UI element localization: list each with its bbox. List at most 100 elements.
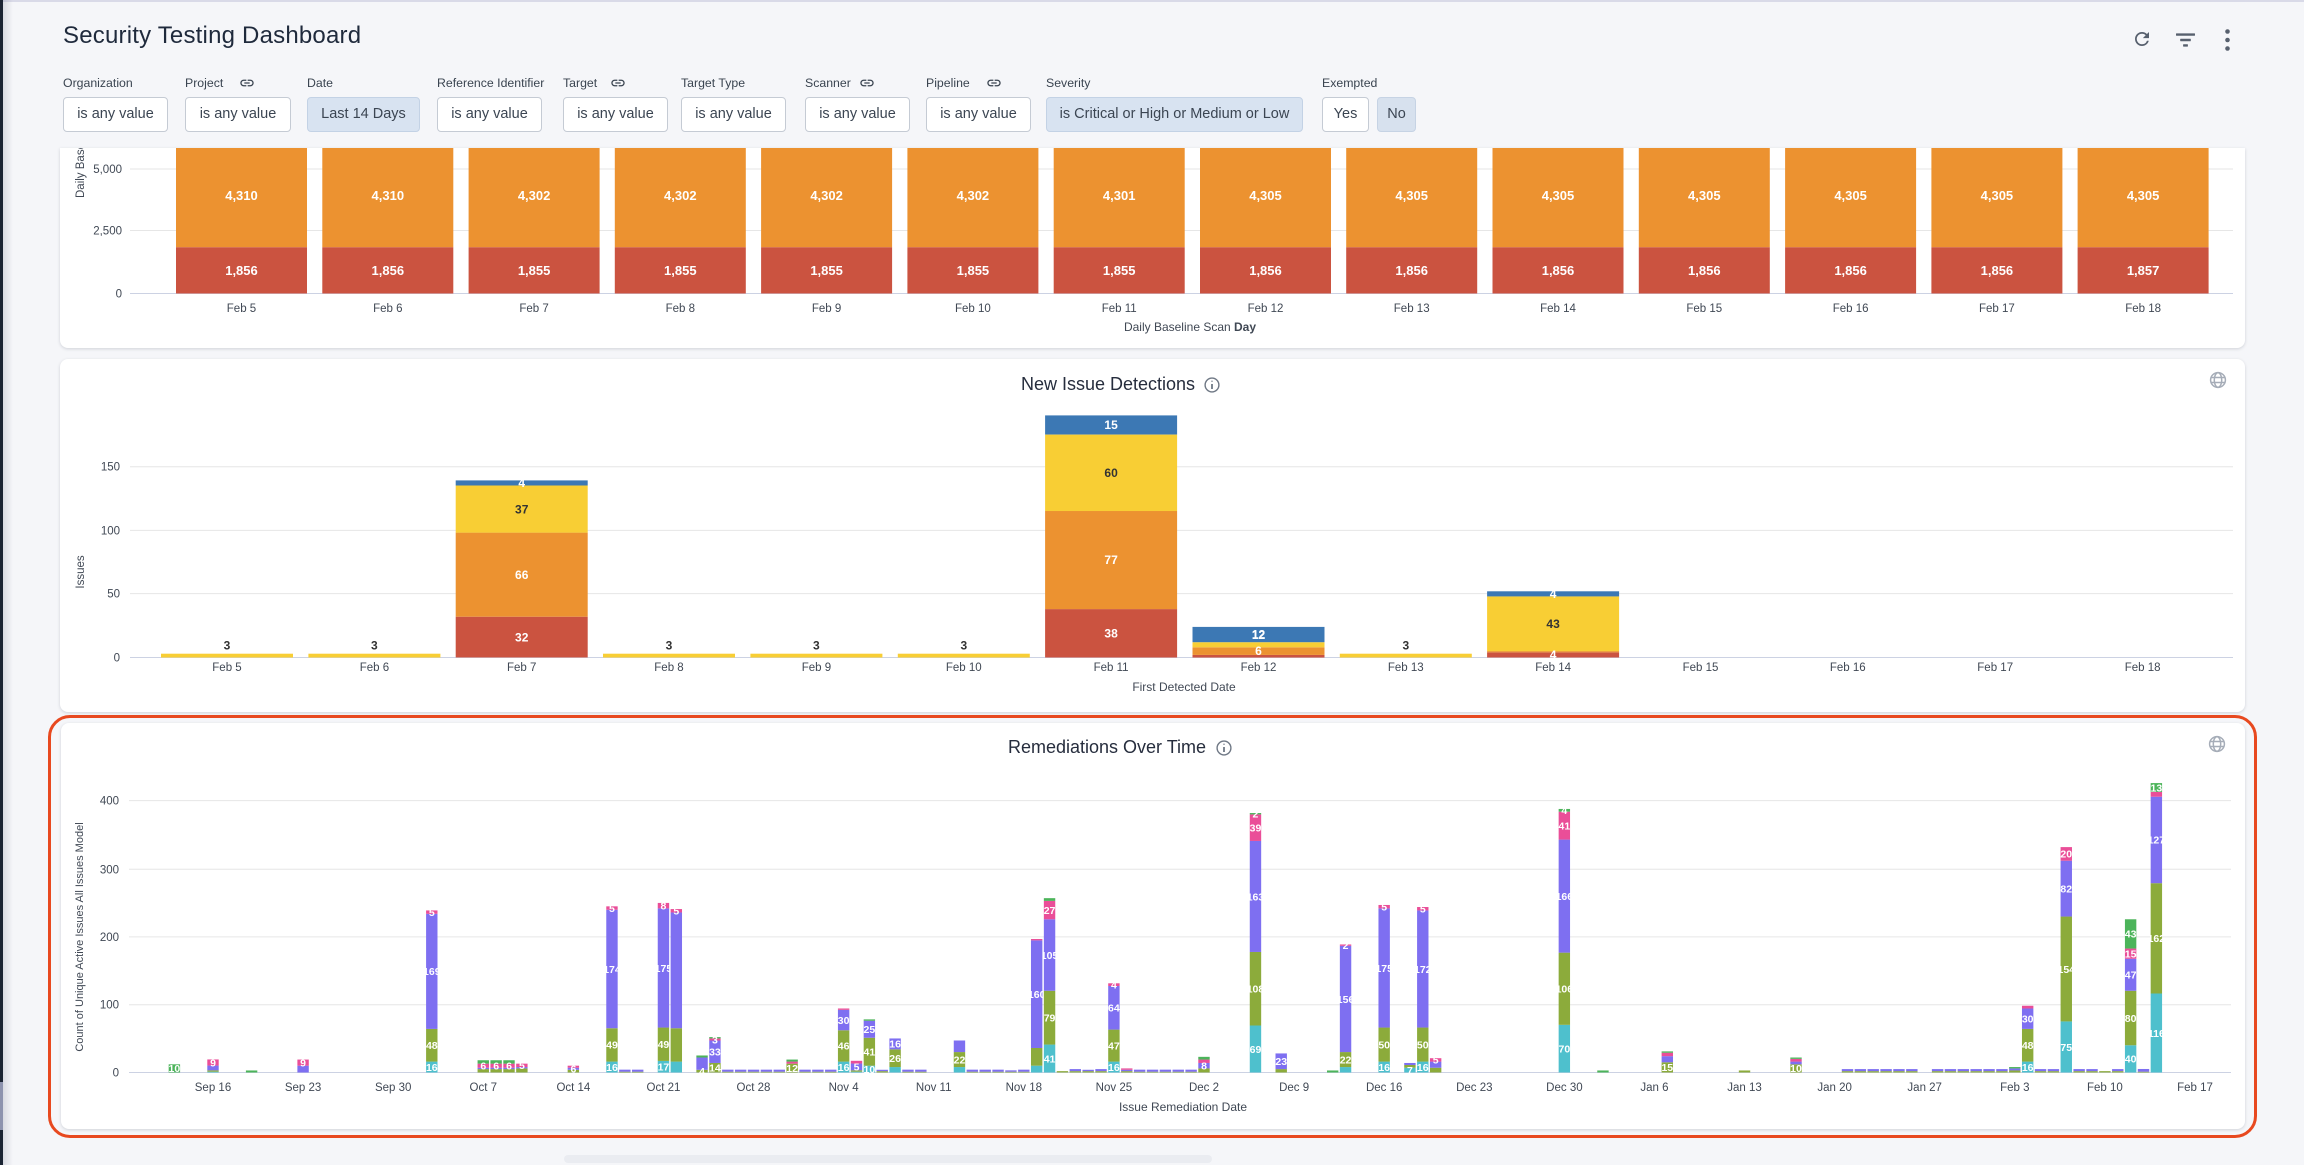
svg-text:13: 13 [2151,782,2163,794]
svg-text:5: 5 [854,1062,860,1074]
svg-text:4: 4 [518,476,525,490]
svg-text:8: 8 [661,900,667,912]
svg-text:0: 0 [116,289,122,301]
svg-text:116: 116 [2148,1028,2165,1040]
svg-text:0: 0 [114,653,120,665]
svg-text:4: 4 [1111,979,1117,991]
svg-text:1,855: 1,855 [518,263,551,278]
svg-text:7: 7 [1407,1065,1413,1077]
svg-text:4: 4 [1550,648,1557,662]
svg-text:1,856: 1,856 [225,263,258,278]
svg-text:200: 200 [100,932,119,944]
svg-text:16: 16 [426,1062,438,1074]
svg-text:10: 10 [864,1064,876,1076]
svg-text:Feb 18: Feb 18 [2125,662,2161,674]
svg-text:1,856: 1,856 [1542,263,1575,278]
svg-text:38: 38 [1104,627,1118,641]
svg-text:1,856: 1,856 [1834,263,1867,278]
svg-text:1,856: 1,856 [1395,263,1428,278]
svg-text:108: 108 [1247,984,1265,996]
svg-text:22: 22 [1340,1054,1352,1066]
svg-text:9: 9 [210,1057,216,1069]
svg-text:32: 32 [515,630,529,644]
svg-text:15: 15 [2125,948,2137,960]
svg-text:41: 41 [1559,820,1571,832]
svg-text:64: 64 [1108,1003,1120,1015]
svg-text:37: 37 [515,502,529,516]
svg-text:48: 48 [426,1040,438,1052]
svg-text:2: 2 [1343,940,1349,952]
svg-text:77: 77 [1104,553,1118,567]
svg-text:Feb 5: Feb 5 [227,303,256,315]
svg-text:3: 3 [224,639,231,653]
svg-text:9: 9 [300,1057,306,1069]
svg-text:New Issue Detections: New Issue Detections [1021,374,1195,394]
svg-text:4,310: 4,310 [225,188,258,203]
svg-text:Feb 12: Feb 12 [1241,662,1277,674]
svg-text:12: 12 [786,1063,798,1075]
svg-text:39: 39 [1250,822,1262,834]
svg-text:Nov 11: Nov 11 [916,1082,952,1094]
svg-text:43: 43 [2125,929,2137,941]
svg-text:33: 33 [709,1047,721,1059]
svg-text:Feb 17: Feb 17 [1977,662,2013,674]
svg-text:6: 6 [480,1060,486,1072]
svg-text:First Detected Date: First Detected Date [1132,680,1236,694]
svg-text:Nov 4: Nov 4 [829,1082,860,1094]
svg-text:48: 48 [2022,1040,2034,1052]
svg-text:Dec 9: Dec 9 [1279,1082,1309,1094]
svg-text:69: 69 [1250,1044,1262,1056]
svg-text:175: 175 [655,963,673,975]
svg-text:Oct 14: Oct 14 [556,1082,590,1094]
svg-text:3: 3 [712,1034,718,1046]
svg-text:16: 16 [606,1062,618,1074]
svg-text:2,500: 2,500 [93,226,122,238]
svg-text:Feb 9: Feb 9 [802,662,831,674]
svg-text:Daily Baseline Scan Day: Daily Baseline Scan Day [1124,320,1256,334]
svg-text:4,305: 4,305 [1834,188,1867,203]
svg-text:Oct 28: Oct 28 [737,1082,771,1094]
svg-text:Nov 18: Nov 18 [1006,1082,1042,1094]
svg-text:172: 172 [1414,964,1432,976]
svg-text:1,855: 1,855 [664,263,697,278]
svg-text:Feb 13: Feb 13 [1394,303,1430,315]
svg-text:12: 12 [1252,628,1266,642]
svg-text:49: 49 [658,1039,670,1051]
svg-text:105: 105 [1041,950,1059,962]
svg-text:10: 10 [169,1063,181,1075]
svg-text:1,855: 1,855 [810,263,843,278]
svg-text:4,305: 4,305 [1249,188,1282,203]
svg-text:4,305: 4,305 [1395,188,1428,203]
svg-text:Feb 17: Feb 17 [2177,1082,2213,1094]
svg-text:6: 6 [1255,644,1262,658]
svg-text:5,000: 5,000 [93,164,122,176]
svg-text:Oct 21: Oct 21 [647,1082,681,1094]
svg-text:25: 25 [864,1024,876,1036]
svg-text:Feb 9: Feb 9 [812,303,841,315]
svg-text:41: 41 [864,1047,876,1059]
svg-text:4: 4 [699,1066,705,1078]
svg-text:30: 30 [2022,1014,2034,1026]
svg-text:3: 3 [1402,639,1409,653]
svg-text:Feb 13: Feb 13 [1388,662,1424,674]
svg-text:30: 30 [838,1015,850,1027]
svg-text:Feb 7: Feb 7 [519,303,548,315]
svg-text:20: 20 [2060,849,2072,861]
svg-text:162: 162 [2148,933,2166,945]
svg-text:4,305: 4,305 [2127,188,2160,203]
svg-text:16: 16 [889,1039,901,1051]
svg-text:160: 160 [1028,989,1046,1001]
svg-text:8: 8 [1201,1060,1207,1072]
svg-text:15: 15 [1104,418,1118,432]
svg-text:Feb 15: Feb 15 [1686,303,1722,315]
svg-text:4,305: 4,305 [1542,188,1575,203]
svg-text:Feb 16: Feb 16 [1833,303,1869,315]
svg-text:4,302: 4,302 [957,188,990,203]
svg-text:47: 47 [1108,1040,1120,1052]
svg-text:16: 16 [2022,1062,2034,1074]
svg-text:Dec 30: Dec 30 [1546,1082,1582,1094]
svg-text:Feb 3: Feb 3 [2000,1082,2029,1094]
svg-text:1,855: 1,855 [1103,263,1136,278]
svg-text:Issue Remediation Date: Issue Remediation Date [1119,1100,1247,1114]
svg-text:1,857: 1,857 [2127,263,2160,278]
